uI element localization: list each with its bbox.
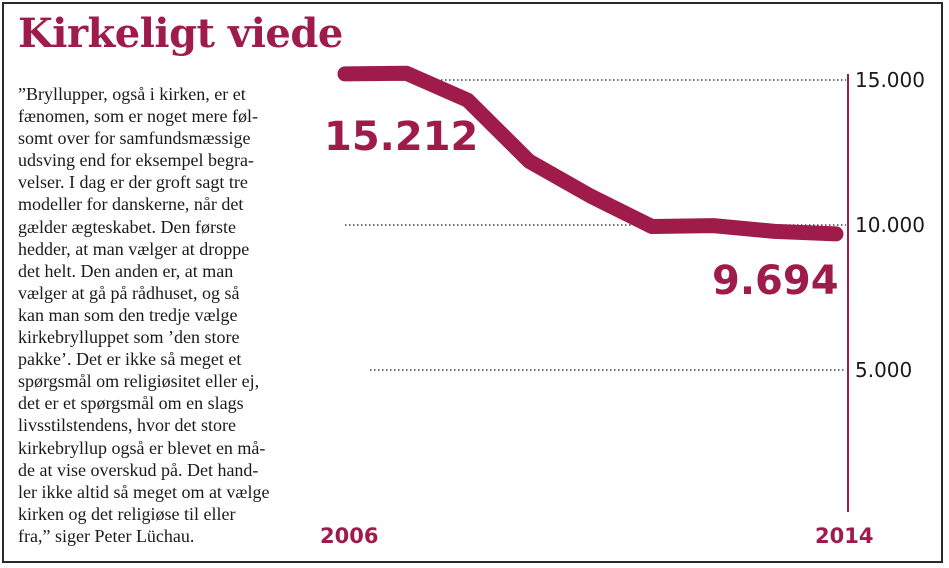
quote-text: ”Bryllupper, også i kirken, er et fænome…	[18, 84, 270, 546]
x-tick-label-start: 2006	[320, 524, 378, 548]
start-value-label: 15.212	[324, 114, 478, 160]
x-tick-label-end: 2014	[815, 524, 873, 548]
y-tick-label-15000: 15.000	[855, 68, 925, 92]
end-value-label: 9.694	[712, 258, 839, 304]
chart-title: Kirkeligt viede	[18, 10, 343, 57]
y-tick-label-10000: 10.000	[855, 213, 925, 237]
y-axis-ticks: 5.000 10.000 15.000	[855, 68, 925, 382]
y-tick-label-5000: 5.000	[855, 358, 912, 382]
series-line-kirkeligt-viede	[337, 65, 844, 242]
